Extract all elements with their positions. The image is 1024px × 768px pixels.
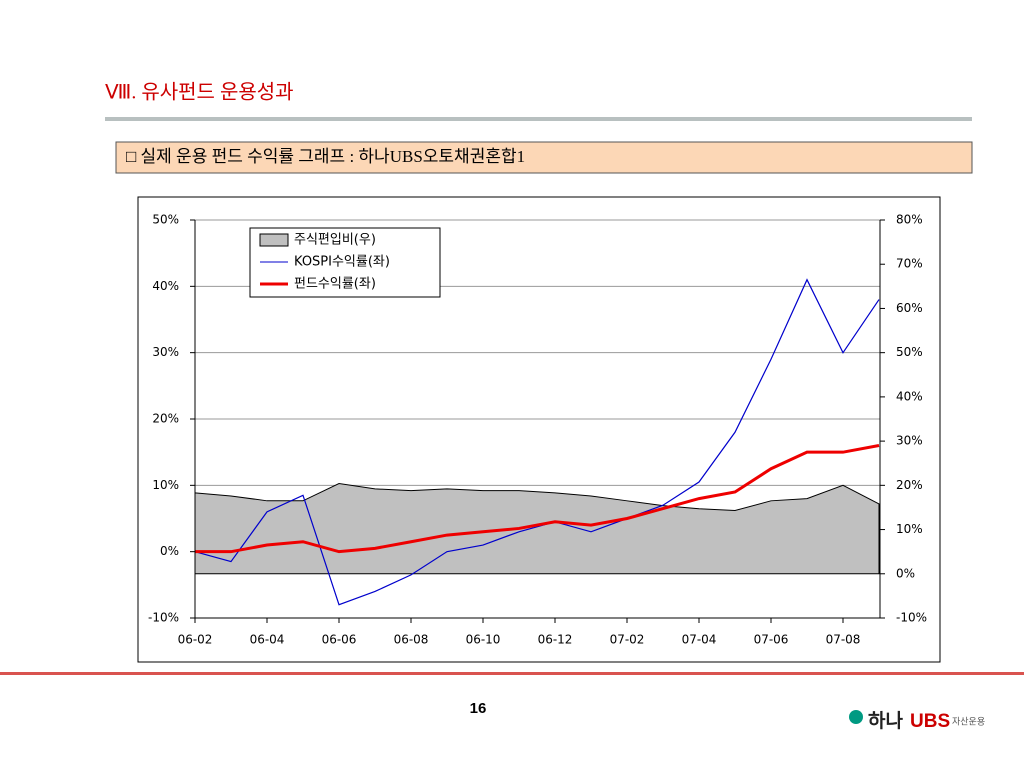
y2-tick-label: 0%: [896, 566, 915, 580]
x-tick-label: 07-06: [754, 633, 789, 647]
y-tick-label: 20%: [152, 412, 179, 426]
y-tick-label: 10%: [152, 478, 179, 492]
x-tick-label: 06-04: [250, 633, 285, 647]
y2-tick-label: 60%: [896, 301, 923, 315]
logo-sub: 자산운용: [952, 716, 985, 726]
x-tick-label: 07-08: [826, 633, 861, 647]
y2-tick-label: 70%: [896, 257, 923, 271]
y2-tick-label: -10%: [896, 611, 927, 625]
legend-label: 주식편입비(우): [294, 233, 376, 248]
line: [195, 444, 880, 554]
logo-icon: [849, 710, 863, 724]
page-number: 16: [470, 700, 487, 717]
y2-tick-label: 20%: [896, 478, 923, 492]
y2-tick-label: 80%: [896, 213, 923, 227]
y-tick-label: 50%: [152, 213, 179, 227]
x-tick-label: 06-10: [466, 633, 501, 647]
x-tick-label: 06-12: [538, 633, 573, 647]
x-tick-label: 06-02: [178, 633, 213, 647]
legend-label: 펀드수익률(좌): [294, 277, 376, 292]
y-tick-label: 40%: [152, 279, 179, 293]
slide-title: Ⅷ. 유사펀드 운용성과: [105, 81, 294, 104]
x-tick-label: 06-08: [394, 633, 429, 647]
area: [194, 483, 880, 575]
y2-tick-label: 40%: [896, 389, 923, 403]
legend-swatch: [259, 233, 289, 247]
y-tick-label: 30%: [152, 345, 179, 359]
y2-tick-label: 50%: [896, 345, 923, 359]
legend-label: KOSPI수익률(좌): [294, 255, 390, 270]
x-tick-label: 06-06: [322, 633, 357, 647]
y2-tick-label: 30%: [896, 434, 923, 448]
logo-brand: UBS: [910, 711, 950, 732]
footer-rule: [0, 672, 1024, 675]
subtitle-box: [115, 141, 973, 174]
logo-name: 하나: [868, 710, 903, 732]
x-tick-label: 07-02: [610, 633, 645, 647]
subtitle: □ 실제 운용 펀드 수익률 그래프 : 하나UBS오토채권혼합1: [126, 147, 525, 166]
title-rule: [105, 117, 972, 121]
y-tick-label: -10%: [148, 611, 179, 625]
line: [194, 278, 880, 606]
x-tick-label: 07-04: [682, 633, 717, 647]
y-tick-label: 0%: [160, 544, 179, 558]
y2-tick-label: 10%: [896, 522, 923, 536]
plot: -10% 0% 10% 20% 30% 40% 50% -10% 0% 10% 20% 30% 40% 5…: [148, 213, 927, 647]
